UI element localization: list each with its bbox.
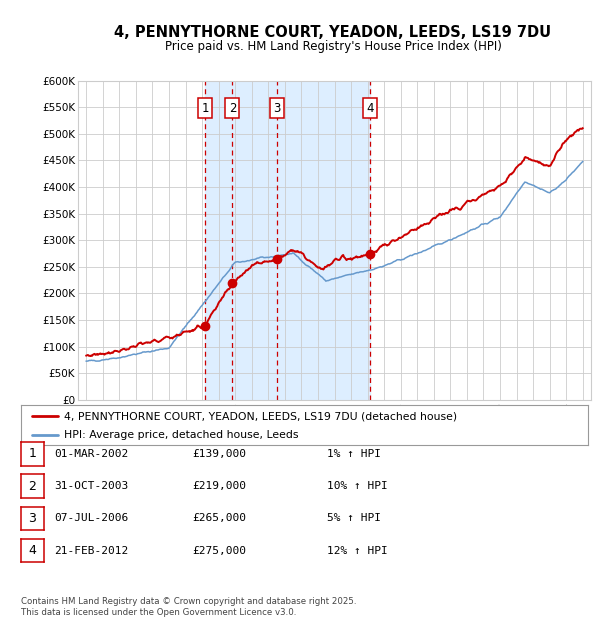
Text: 12% ↑ HPI: 12% ↑ HPI [327,546,388,556]
Text: 2: 2 [229,102,236,115]
Text: 21-FEB-2012: 21-FEB-2012 [54,546,128,556]
Text: 3: 3 [273,102,281,115]
Text: £139,000: £139,000 [192,449,246,459]
Text: 4, PENNYTHORNE COURT, YEADON, LEEDS, LS19 7DU: 4, PENNYTHORNE COURT, YEADON, LEEDS, LS1… [115,25,551,40]
Text: 07-JUL-2006: 07-JUL-2006 [54,513,128,523]
Text: 1% ↑ HPI: 1% ↑ HPI [327,449,381,459]
Text: 2: 2 [28,480,37,492]
Bar [205,81,370,400]
Text: HPI: Average price, detached house, Leeds: HPI: Average price, detached house, Leed… [64,430,298,440]
Text: 4: 4 [28,544,37,557]
Text: Price paid vs. HM Land Registry's House Price Index (HPI): Price paid vs. HM Land Registry's House … [164,40,502,53]
Text: 31-OCT-2003: 31-OCT-2003 [54,481,128,491]
Text: 3: 3 [28,512,37,525]
Text: 4: 4 [366,102,374,115]
Text: 01-MAR-2002: 01-MAR-2002 [54,449,128,459]
Text: £265,000: £265,000 [192,513,246,523]
Text: 1: 1 [28,448,37,460]
Text: £275,000: £275,000 [192,546,246,556]
Text: 4, PENNYTHORNE COURT, YEADON, LEEDS, LS19 7DU (detached house): 4, PENNYTHORNE COURT, YEADON, LEEDS, LS1… [64,412,457,422]
Text: 5% ↑ HPI: 5% ↑ HPI [327,513,381,523]
Text: 10% ↑ HPI: 10% ↑ HPI [327,481,388,491]
Text: £219,000: £219,000 [192,481,246,491]
Text: 1: 1 [201,102,209,115]
Text: Contains HM Land Registry data © Crown copyright and database right 2025.
This d: Contains HM Land Registry data © Crown c… [21,598,356,617]
